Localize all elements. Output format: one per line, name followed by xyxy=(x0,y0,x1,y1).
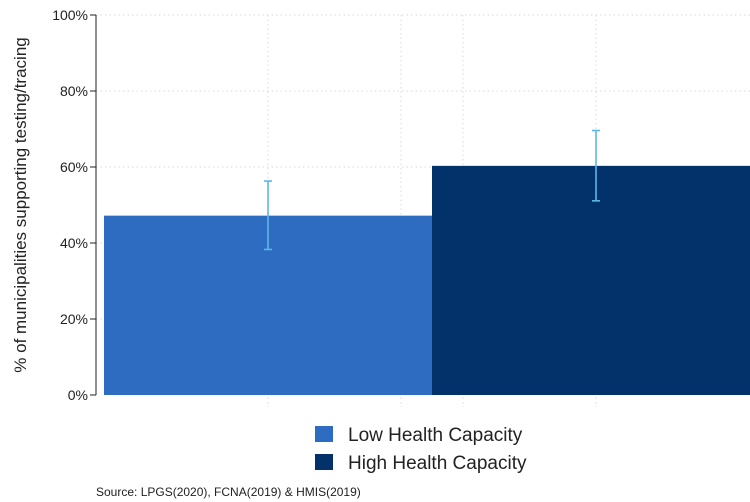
legend-swatch-low-health-capacity xyxy=(315,426,333,442)
error-bars xyxy=(264,129,600,251)
bars xyxy=(104,165,750,395)
source-note: Source: LPGS(2020), FCNA(2019) & HMIS(20… xyxy=(96,485,361,499)
legend-label-low-health-capacity: Low Health Capacity xyxy=(348,425,523,446)
y-axis-title: % of municipalities supporting testing/t… xyxy=(11,37,30,372)
y-tick-label: 20% xyxy=(60,311,88,327)
legend: Low Health Capacity High Health Capacity xyxy=(315,425,527,474)
bar-high-health-capacity xyxy=(432,165,750,395)
y-tick-label: 100% xyxy=(52,7,88,23)
y-axis-ticks: 0% 20% 40% 60% 80% 100% xyxy=(52,7,96,403)
legend-swatch-high-health-capacity xyxy=(315,454,333,470)
y-tick-label: 80% xyxy=(60,83,88,99)
y-tick-label: 60% xyxy=(60,159,88,175)
legend-label-high-health-capacity: High Health Capacity xyxy=(348,453,527,474)
y-tick-label: 40% xyxy=(60,235,88,251)
y-tick-label: 0% xyxy=(68,387,88,403)
